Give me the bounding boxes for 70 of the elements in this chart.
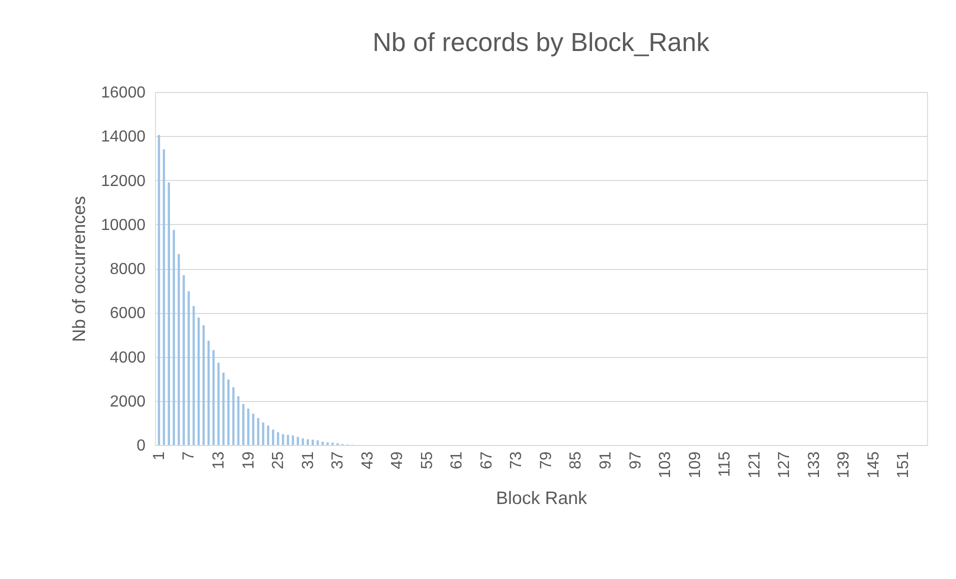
x-tick-label: 103 xyxy=(657,451,674,478)
x-tick-label: 55 xyxy=(418,451,436,470)
x-tick-label: 127 xyxy=(776,451,794,478)
bar xyxy=(302,438,304,445)
x-tick-label: 151 xyxy=(895,451,912,478)
x-tick-label: 133 xyxy=(806,451,823,478)
bar xyxy=(168,182,170,445)
bar xyxy=(306,439,309,445)
bar xyxy=(222,372,225,445)
x-tick-label: 43 xyxy=(359,451,376,470)
bar xyxy=(257,418,260,445)
bar xyxy=(316,440,319,445)
x-tick-label: 49 xyxy=(389,451,406,470)
y-axis-title: Nb of occurrences xyxy=(69,196,90,342)
bar xyxy=(242,404,244,445)
bar xyxy=(232,387,235,445)
x-tick-label: 109 xyxy=(686,451,704,478)
x-tick-label: 31 xyxy=(300,451,317,470)
bar xyxy=(267,426,270,445)
x-tick-label: 37 xyxy=(330,451,347,470)
x-tick-label: 139 xyxy=(836,451,853,478)
bar xyxy=(312,440,314,445)
bar xyxy=(172,230,175,445)
y-tick-label: 12000 xyxy=(101,172,146,190)
x-tick-label: 121 xyxy=(746,451,764,478)
x-tick-label: 19 xyxy=(240,451,258,470)
y-tick-label: 6000 xyxy=(110,305,146,322)
bar xyxy=(272,430,274,445)
bar xyxy=(262,422,264,445)
y-tick-label: 16000 xyxy=(101,84,146,102)
y-tick-label: 8000 xyxy=(110,261,146,278)
y-tick-label: 10000 xyxy=(101,216,146,234)
x-tick-label: 115 xyxy=(716,451,734,478)
bar xyxy=(198,317,200,445)
bar xyxy=(207,340,210,445)
x-tick-label: 1 xyxy=(150,451,168,460)
x-tick-label: 85 xyxy=(568,451,585,470)
bar xyxy=(217,362,220,445)
bar xyxy=(247,408,250,445)
bar xyxy=(158,135,160,445)
x-tick-label: 13 xyxy=(210,451,228,470)
bar xyxy=(252,414,254,445)
x-tick-label: 61 xyxy=(448,451,466,470)
x-tick-label: 97 xyxy=(627,451,644,470)
bar xyxy=(326,442,329,445)
bar xyxy=(192,306,195,445)
x-tick-label: 25 xyxy=(270,451,288,470)
bar xyxy=(237,396,240,445)
bar xyxy=(202,325,205,445)
bar xyxy=(282,434,284,445)
x-tick-label: 73 xyxy=(508,451,526,470)
y-tick-label: 14000 xyxy=(101,128,146,146)
x-tick-label: 67 xyxy=(478,451,496,470)
x-tick-label: 7 xyxy=(180,451,198,460)
bar xyxy=(188,291,190,445)
y-tick-label: 4000 xyxy=(110,349,146,366)
bar xyxy=(212,350,215,445)
bar xyxy=(182,275,185,445)
bar xyxy=(276,432,280,445)
chart-title: Nb of records by Block_Rank xyxy=(372,27,710,57)
y-tick-label: 2000 xyxy=(110,393,146,410)
bar xyxy=(227,379,230,445)
x-tick-label: 91 xyxy=(598,451,614,470)
x-axis-title: Block Rank xyxy=(496,488,588,508)
bar xyxy=(162,149,166,445)
bar xyxy=(322,442,324,445)
x-tick-label: 145 xyxy=(865,451,882,478)
x-tick-label: 79 xyxy=(538,451,555,470)
bar xyxy=(178,254,180,445)
y-tick-label: 0 xyxy=(136,438,146,454)
